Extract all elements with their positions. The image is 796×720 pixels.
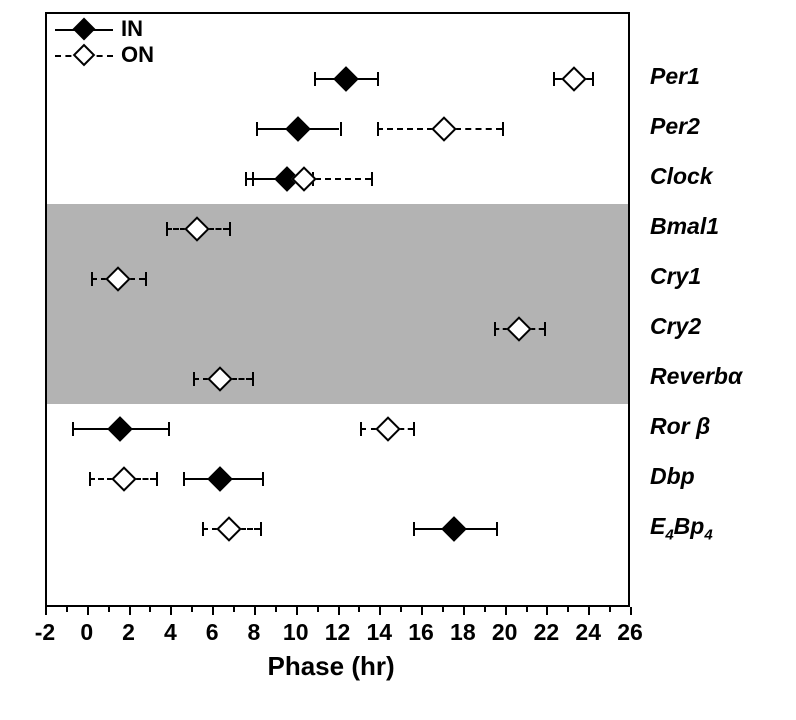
x-tick bbox=[505, 607, 507, 615]
x-tick bbox=[421, 607, 423, 615]
legend-label: IN bbox=[121, 16, 143, 42]
gene-label: E4Bp4 bbox=[650, 513, 713, 544]
x-axis-title: Phase (hr) bbox=[268, 651, 395, 682]
x-tick bbox=[254, 607, 256, 615]
x-tick-label: 20 bbox=[492, 619, 518, 646]
row-band bbox=[47, 204, 628, 254]
gene-label: Ror β bbox=[650, 413, 710, 440]
x-tick bbox=[546, 607, 548, 615]
x-tick bbox=[87, 607, 89, 615]
x-tick-label: 18 bbox=[450, 619, 476, 646]
x-tick-label: 10 bbox=[283, 619, 309, 646]
gene-label: Reverbα bbox=[650, 363, 742, 390]
gene-label: Cry1 bbox=[650, 263, 701, 290]
x-tick bbox=[630, 607, 632, 615]
plot-area bbox=[45, 12, 630, 607]
gene-label: Per2 bbox=[650, 113, 700, 140]
gene-label: Cry2 bbox=[650, 313, 701, 340]
gene-label: Dbp bbox=[650, 463, 695, 490]
chart-container: Per1 Per2 Clock Bmal1 Cry1 Cry2 Reverbα Ror β Db… bbox=[0, 0, 796, 720]
x-tick-label: 22 bbox=[534, 619, 560, 646]
x-tick-label: 6 bbox=[206, 619, 219, 646]
x-tick bbox=[212, 607, 214, 615]
x-tick-label: 2 bbox=[122, 619, 135, 646]
x-tick bbox=[463, 607, 465, 615]
x-tick-label: 4 bbox=[164, 619, 177, 646]
x-tick-label: 24 bbox=[575, 619, 601, 646]
x-tick bbox=[588, 607, 590, 615]
x-tick-label: 16 bbox=[408, 619, 434, 646]
x-tick bbox=[296, 607, 298, 615]
x-tick-label: 14 bbox=[366, 619, 392, 646]
gene-label: Per1 bbox=[650, 63, 700, 90]
x-tick bbox=[338, 607, 340, 615]
legend-label: ON bbox=[121, 42, 154, 68]
gene-label: Bmal1 bbox=[650, 213, 719, 240]
row-band bbox=[47, 354, 628, 404]
gene-label: Clock bbox=[650, 163, 713, 190]
x-tick bbox=[170, 607, 172, 615]
x-tick-label: 12 bbox=[325, 619, 351, 646]
x-tick bbox=[45, 607, 47, 615]
row-band bbox=[47, 504, 628, 554]
x-tick bbox=[379, 607, 381, 615]
x-tick-label: -2 bbox=[35, 619, 55, 646]
x-tick-label: 0 bbox=[80, 619, 93, 646]
x-tick-label: 8 bbox=[248, 619, 261, 646]
x-tick-label: 26 bbox=[617, 619, 643, 646]
x-tick bbox=[129, 607, 131, 615]
